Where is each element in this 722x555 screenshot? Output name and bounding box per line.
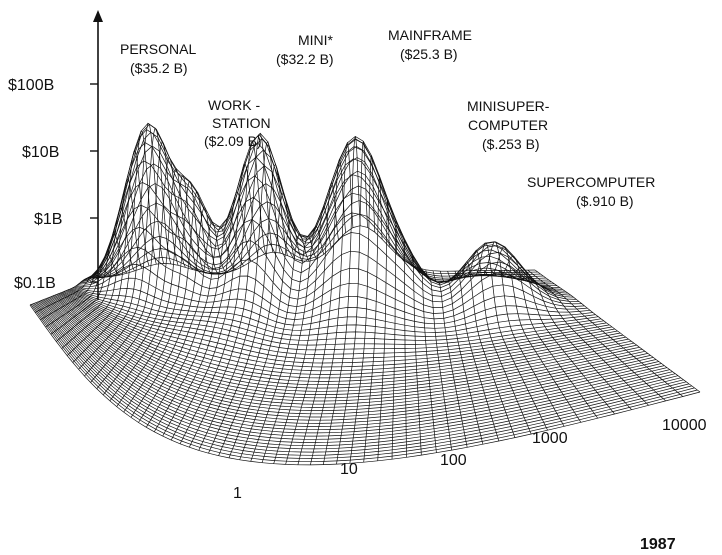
mesh-line-v [94,185,544,279]
mesh-line-v [78,226,582,308]
mesh-line-v [81,160,574,298]
x-tick-label: 10000 [662,417,707,434]
mesh-line-v [37,301,681,443]
mesh-line-v [34,302,690,453]
peak-label-workstation-2: STATION [212,115,271,131]
peak-value-personal: ($35.2 B) [130,60,188,76]
mesh-line-v [52,295,646,402]
mesh-line-v [70,288,602,341]
mesh-line-v [42,299,670,431]
mesh-line-v [41,300,673,434]
mesh-line-v [74,286,593,329]
mesh-line-v [64,290,615,364]
mesh-line-v [55,294,637,392]
peak-value-mainframe: ($25.3 B) [400,46,458,62]
mesh-line-v [72,287,596,333]
mesh-line-v [92,157,549,282]
mesh-line-v [95,200,541,279]
mesh-line-v [56,293,635,389]
mesh-line-v [71,287,599,337]
mesh-line-v [33,303,692,456]
x-tick-label: 1 [233,485,242,502]
mesh-line-v [59,293,629,382]
peak-label-mini: MINI* [298,32,334,48]
z-axis-arrow [93,10,103,22]
mesh-line-v [30,304,698,463]
mesh-line-v [67,289,610,355]
mesh-line-v [83,142,571,296]
peak-value-minisuper: ($.253 B) [482,136,540,152]
mesh-line-v [44,298,665,424]
mesh-line-v [58,293,632,386]
mesh-line-v [79,204,580,303]
mesh-line-v [91,145,552,283]
mesh-line-v [29,304,701,466]
mesh-line-v [43,299,668,427]
surface-mesh [29,122,701,466]
peak-label-supercomputer: SUPERCOMPUTER [527,174,655,190]
mesh-line-v [46,297,659,418]
mesh-line-v [75,277,591,325]
mesh-line-v [68,289,607,351]
mesh-line-v [49,297,654,411]
x-ticks: 1 10 100 1000 10000 [233,417,707,502]
mesh-line-u [454,261,516,438]
mesh-line-v [45,298,662,421]
mesh-line-v [50,296,651,408]
mesh-line-v [69,288,604,346]
mesh-line-v [62,291,621,372]
mesh-line-v [84,129,569,294]
mesh-line-v [85,122,566,292]
z-ticks: $100B $10B $1B $0.1B [8,77,98,292]
peak-label-mainframe: MAINFRAME [388,27,472,43]
mesh-line-v [63,291,618,368]
mesh-line-v [32,303,695,459]
mesh-line-v [51,296,648,405]
mesh-line-v [35,302,687,450]
mesh-line-v [36,302,684,447]
mesh-line-v [80,181,577,300]
z-tick-label: $10B [22,144,59,161]
mesh-line-v [86,123,563,290]
mesh-line-u [403,238,407,458]
mesh-line-v [53,295,643,399]
mesh-line-v [39,300,676,437]
mesh-line-v [66,290,613,360]
peak-value-mini: ($32.2 B) [276,51,334,67]
x-tick-label: 1000 [532,430,568,447]
peak-value-workstation: ($2.09 B) [204,133,262,149]
x-tick-label: 10 [340,461,358,478]
z-tick-label: $1B [34,211,62,228]
peak-labels: PERSONAL ($35.2 B) WORK - STATION ($2.09… [120,27,655,209]
year-label: 1987 [640,536,676,553]
x-tick-label: 100 [440,452,467,469]
peak-label-personal: PERSONAL [120,41,196,57]
z-tick-label: $0.1B [14,275,56,292]
mesh-line-v [61,292,624,375]
mesh-line-u [377,198,390,461]
peak-label-minisuper-2: COMPUTER [468,117,548,133]
mesh-line-v [54,294,640,395]
z-tick-label: $100B [8,77,54,94]
peak-value-supercomputer: ($.910 B) [576,193,634,209]
mesh-line-v [47,297,657,415]
peak-label-minisuper: MINISUPER- [467,98,550,114]
mesh-line-v [38,301,679,440]
mesh-line-v [60,292,626,379]
mesh-line-v [77,246,585,314]
mesh-line-v [76,264,588,320]
peak-label-workstation: WORK - [208,97,260,113]
